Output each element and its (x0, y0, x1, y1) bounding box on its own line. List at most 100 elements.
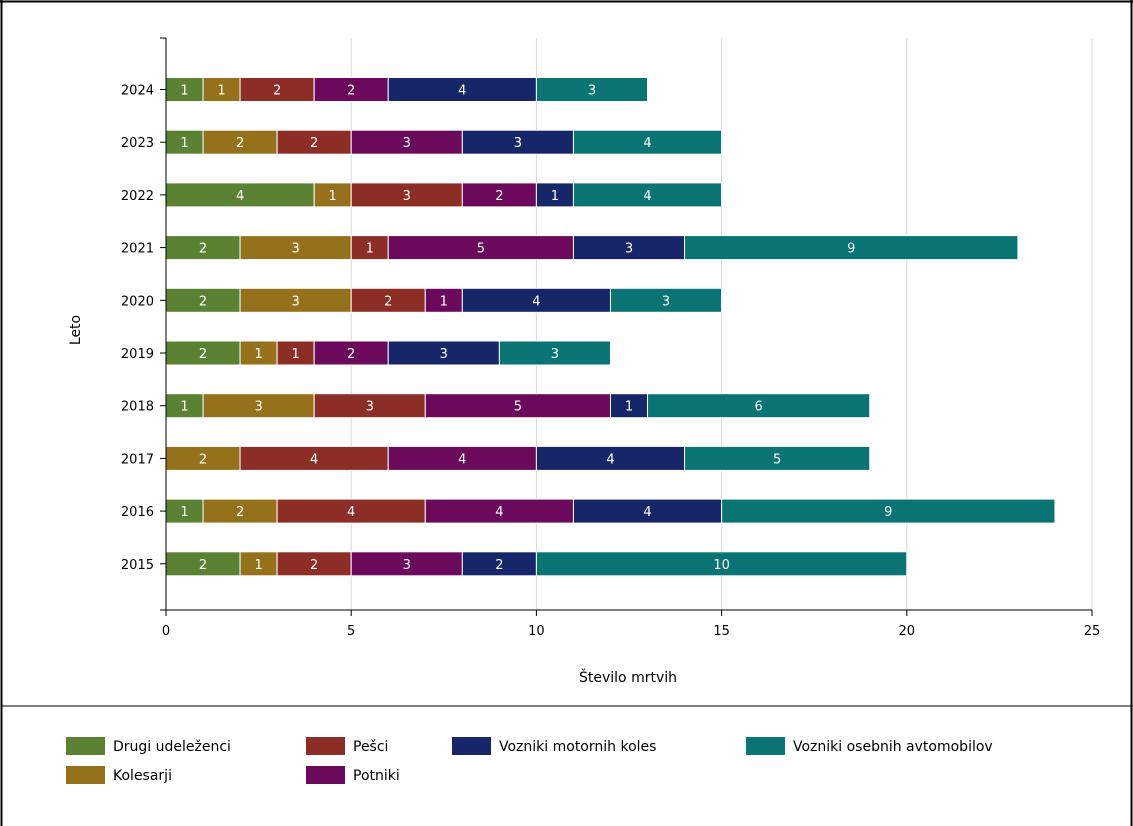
bar-value-label: 2 (495, 189, 503, 204)
bar-value-label: 9 (847, 242, 855, 257)
bar-segment (239, 340, 278, 366)
bar-value-label: 3 (366, 400, 374, 415)
bar-value-label: 4 (236, 189, 244, 204)
bar-value-label: 1 (291, 347, 299, 362)
bar-value-label: 2 (273, 84, 281, 99)
bar-value-label: 2 (384, 294, 392, 309)
bar-value-label: 2 (199, 558, 207, 573)
legend-swatch (746, 737, 785, 755)
bar-segment (684, 235, 1019, 261)
bars: 2 1 2 3 2 10 1 2 4 4 4 9 2 4 4 4 5 1 3 3 5 1 6 2 1 1 2 3 3 2 3 2 1 4 3 2 3 1 5… (165, 77, 1056, 577)
legend-swatch (452, 737, 491, 755)
bar-value-label: 5 (773, 452, 781, 467)
bar-value-label: 3 (625, 242, 633, 257)
x-tick-label: 15 (713, 624, 730, 639)
bar-segment (276, 129, 352, 155)
bar-segment (387, 445, 537, 471)
bar-segment (350, 287, 426, 313)
legend-swatch (66, 737, 105, 755)
bar-value-label: 2 (310, 136, 318, 151)
bar-value-label: 2 (236, 505, 244, 520)
bar-value-label: 1 (551, 189, 559, 204)
bar-segment (276, 340, 315, 366)
bar-value-label: 1 (180, 505, 188, 520)
y-tick-label: 2017 (121, 452, 154, 467)
bar-segment (535, 551, 908, 577)
y-tick-label: 2020 (121, 294, 154, 309)
bar-value-label: 1 (329, 189, 337, 204)
bar-segment (202, 77, 241, 102)
bar-value-label: 3 (291, 294, 299, 309)
bar-value-label: 2 (199, 242, 207, 257)
bar-segment (609, 287, 723, 313)
bar-segment (313, 77, 389, 102)
y-tick-label: 2021 (121, 242, 154, 257)
bar-segment (239, 551, 278, 577)
legend-label: Potniki (353, 768, 400, 784)
bar-segment (202, 393, 315, 419)
bar-value-label: 2 (199, 452, 207, 467)
bar-value-label: 4 (643, 505, 651, 520)
bar-value-label: 3 (403, 136, 411, 151)
y-tick-label: 2018 (121, 400, 154, 415)
bar-value-label: 1 (217, 84, 225, 99)
axes: 2015201620172018201920202021202220232024… (121, 37, 1101, 639)
bar-value-label: 1 (180, 400, 188, 415)
bar-value-label: 4 (310, 452, 318, 467)
bar-segment (461, 129, 574, 155)
x-axis-title: Število mrtvih (579, 668, 677, 686)
bar-value-label: 1 (180, 136, 188, 151)
bar-value-label: 4 (532, 294, 540, 309)
bar-segment (313, 182, 352, 208)
bar-segment (276, 551, 352, 577)
bar-value-label: 4 (347, 505, 355, 520)
legend-swatch (306, 737, 345, 755)
legend-label: Pešci (353, 739, 388, 755)
bar-value-label: 1 (625, 400, 633, 415)
y-tick-label: 2024 (121, 84, 154, 99)
bar-value-label: 2 (199, 347, 207, 362)
bar-segment (350, 129, 463, 155)
bar-segment (165, 129, 204, 155)
bar-segment (461, 287, 611, 313)
bar-value-label: 4 (458, 84, 466, 99)
bar-value-label: 2 (347, 347, 355, 362)
bar-value-label: 3 (291, 242, 299, 257)
legend: Drugi udeleženci Kolesarji Pešci Potniki Voz… (66, 737, 993, 784)
legend-label: Drugi udeleženci (113, 739, 231, 755)
y-tick-label: 2015 (121, 558, 154, 573)
bar-segment (721, 498, 1056, 524)
bar-value-label: 3 (403, 189, 411, 204)
bar-value-label: 3 (514, 136, 522, 151)
bar-value-label: 4 (606, 452, 614, 467)
bar-segment (350, 182, 463, 208)
bar-segment (313, 340, 389, 366)
bar-value-label: 3 (254, 400, 262, 415)
legend-label: Kolesarji (113, 768, 172, 784)
x-tick-label: 10 (528, 624, 545, 639)
bar-segment (461, 551, 537, 577)
bar-segment (535, 182, 574, 208)
bar-segment (350, 551, 463, 577)
bar-value-label: 2 (495, 558, 503, 573)
x-tick-label: 25 (1084, 624, 1101, 639)
bar-value-label: 3 (440, 347, 448, 362)
bar-segment (424, 287, 463, 313)
y-tick-label: 2016 (121, 505, 154, 520)
bar-segment (461, 182, 537, 208)
bar-segment (572, 235, 686, 261)
legend-swatch (306, 766, 345, 784)
bar-segment (424, 393, 611, 419)
bar-segment (165, 393, 204, 419)
bar-segment (572, 498, 723, 524)
bar-segment (165, 498, 204, 524)
bar-segment (276, 498, 426, 524)
bar-value-label: 1 (440, 294, 448, 309)
bar-segment (387, 235, 574, 261)
bar-segment (535, 77, 649, 102)
bar-value-label: 4 (643, 136, 651, 151)
bar-value-label: 3 (588, 84, 596, 99)
y-tick-label: 2022 (121, 189, 154, 204)
bar-value-label: 1 (366, 242, 374, 257)
bar-segment (684, 445, 871, 471)
